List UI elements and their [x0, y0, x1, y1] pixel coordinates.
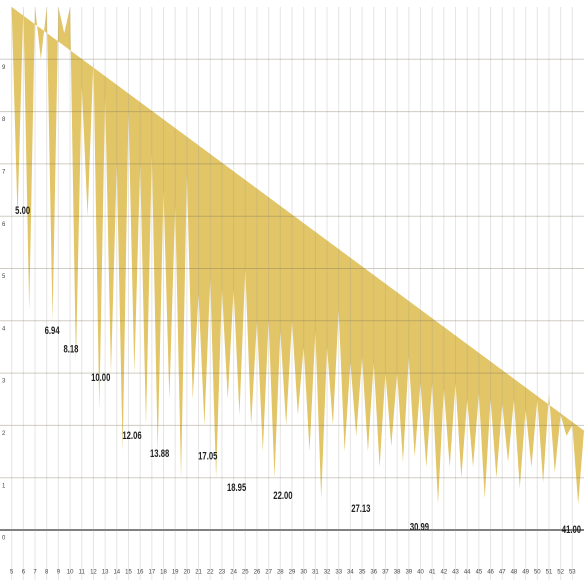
- annotation: 8.18: [63, 343, 78, 356]
- x-tick-label: 46: [487, 570, 494, 576]
- x-tick-label: 44: [464, 570, 471, 576]
- x-tick-label: 29: [289, 570, 296, 576]
- x-tick-label: 8: [45, 570, 49, 576]
- x-tick-label: 39: [405, 570, 412, 576]
- x-tick-label: 6: [22, 570, 26, 576]
- x-tick-label: 31: [312, 570, 319, 576]
- x-tick-label: 25: [242, 570, 249, 576]
- x-tick-label: 49: [522, 570, 529, 576]
- x-tick-label: 14: [113, 570, 120, 576]
- y-tick-label: 0: [2, 536, 6, 542]
- x-tick-label: 23: [219, 570, 226, 576]
- x-tick-label: 20: [184, 570, 191, 576]
- annotation: 18.95: [227, 482, 247, 495]
- annotation: 6.94: [45, 325, 61, 338]
- x-tick-label: 26: [254, 570, 261, 576]
- annotation: 10.00: [91, 372, 110, 385]
- x-tick-label: 34: [347, 570, 354, 576]
- annotation: 30.99: [410, 521, 429, 534]
- x-tick-label: 11: [79, 570, 86, 576]
- area: [11, 7, 584, 504]
- x-tick-label: 22: [207, 570, 214, 576]
- x-tick-label: 10: [67, 570, 74, 576]
- x-tick-label: 13: [102, 570, 109, 576]
- y-tick-label: 2: [2, 431, 6, 437]
- x-tick-label: 7: [33, 570, 37, 576]
- x-tick-label: 42: [440, 570, 447, 576]
- x-tick-label: 5: [10, 570, 14, 576]
- x-tick-label: 24: [230, 570, 237, 576]
- y-tick-label: 9: [2, 65, 6, 71]
- annotation: 17.05: [198, 450, 218, 463]
- x-tick-label: 48: [511, 570, 518, 576]
- x-tick-label: 41: [429, 570, 436, 576]
- x-tick-label: 27: [265, 570, 272, 576]
- x-tick-label: 50: [534, 570, 541, 576]
- y-tick-label: 6: [2, 222, 6, 228]
- x-tick-label: 52: [557, 570, 564, 576]
- annotation: 41.00: [562, 524, 581, 537]
- annotation: 12.06: [122, 429, 141, 442]
- x-tick-label: 38: [394, 570, 401, 576]
- annotation: 13.88: [150, 448, 169, 461]
- x-tick-label: 36: [370, 570, 377, 576]
- x-tick-label: 37: [382, 570, 389, 576]
- y-tick-label: 4: [2, 326, 6, 332]
- annotation: 27.13: [351, 503, 370, 516]
- x-tick-label: 17: [148, 570, 155, 576]
- y-tick-label: 3: [2, 379, 6, 385]
- x-tick-label: 32: [324, 570, 331, 576]
- x-tick-label: 18: [160, 570, 167, 576]
- x-tick-label: 19: [172, 570, 179, 576]
- x-tick-label: 47: [499, 570, 506, 576]
- x-tick-label: 51: [546, 570, 553, 576]
- x-tick-label: 40: [417, 570, 424, 576]
- y-tick-label: 7: [2, 169, 6, 175]
- annotation: 5.00: [15, 205, 30, 218]
- x-tick-label: 28: [277, 570, 284, 576]
- x-tick-label: 16: [137, 570, 144, 576]
- x-tick-label: 53: [569, 570, 576, 576]
- y-tick-label: 1: [2, 483, 6, 489]
- y-tick-label: 8: [2, 117, 6, 123]
- x-tick-label: 30: [300, 570, 307, 576]
- y-tick-label: 5: [2, 274, 6, 280]
- x-tick-label: 15: [125, 570, 132, 576]
- x-tick-label: 12: [90, 570, 97, 576]
- annotation: 22.00: [273, 490, 292, 503]
- x-tick-label: 43: [452, 570, 459, 576]
- x-tick-label: 9: [57, 570, 61, 576]
- x-tick-label: 33: [335, 570, 342, 576]
- x-tick-label: 45: [476, 570, 483, 576]
- x-tick-label: 35: [359, 570, 366, 576]
- x-tick-label: 21: [195, 570, 202, 576]
